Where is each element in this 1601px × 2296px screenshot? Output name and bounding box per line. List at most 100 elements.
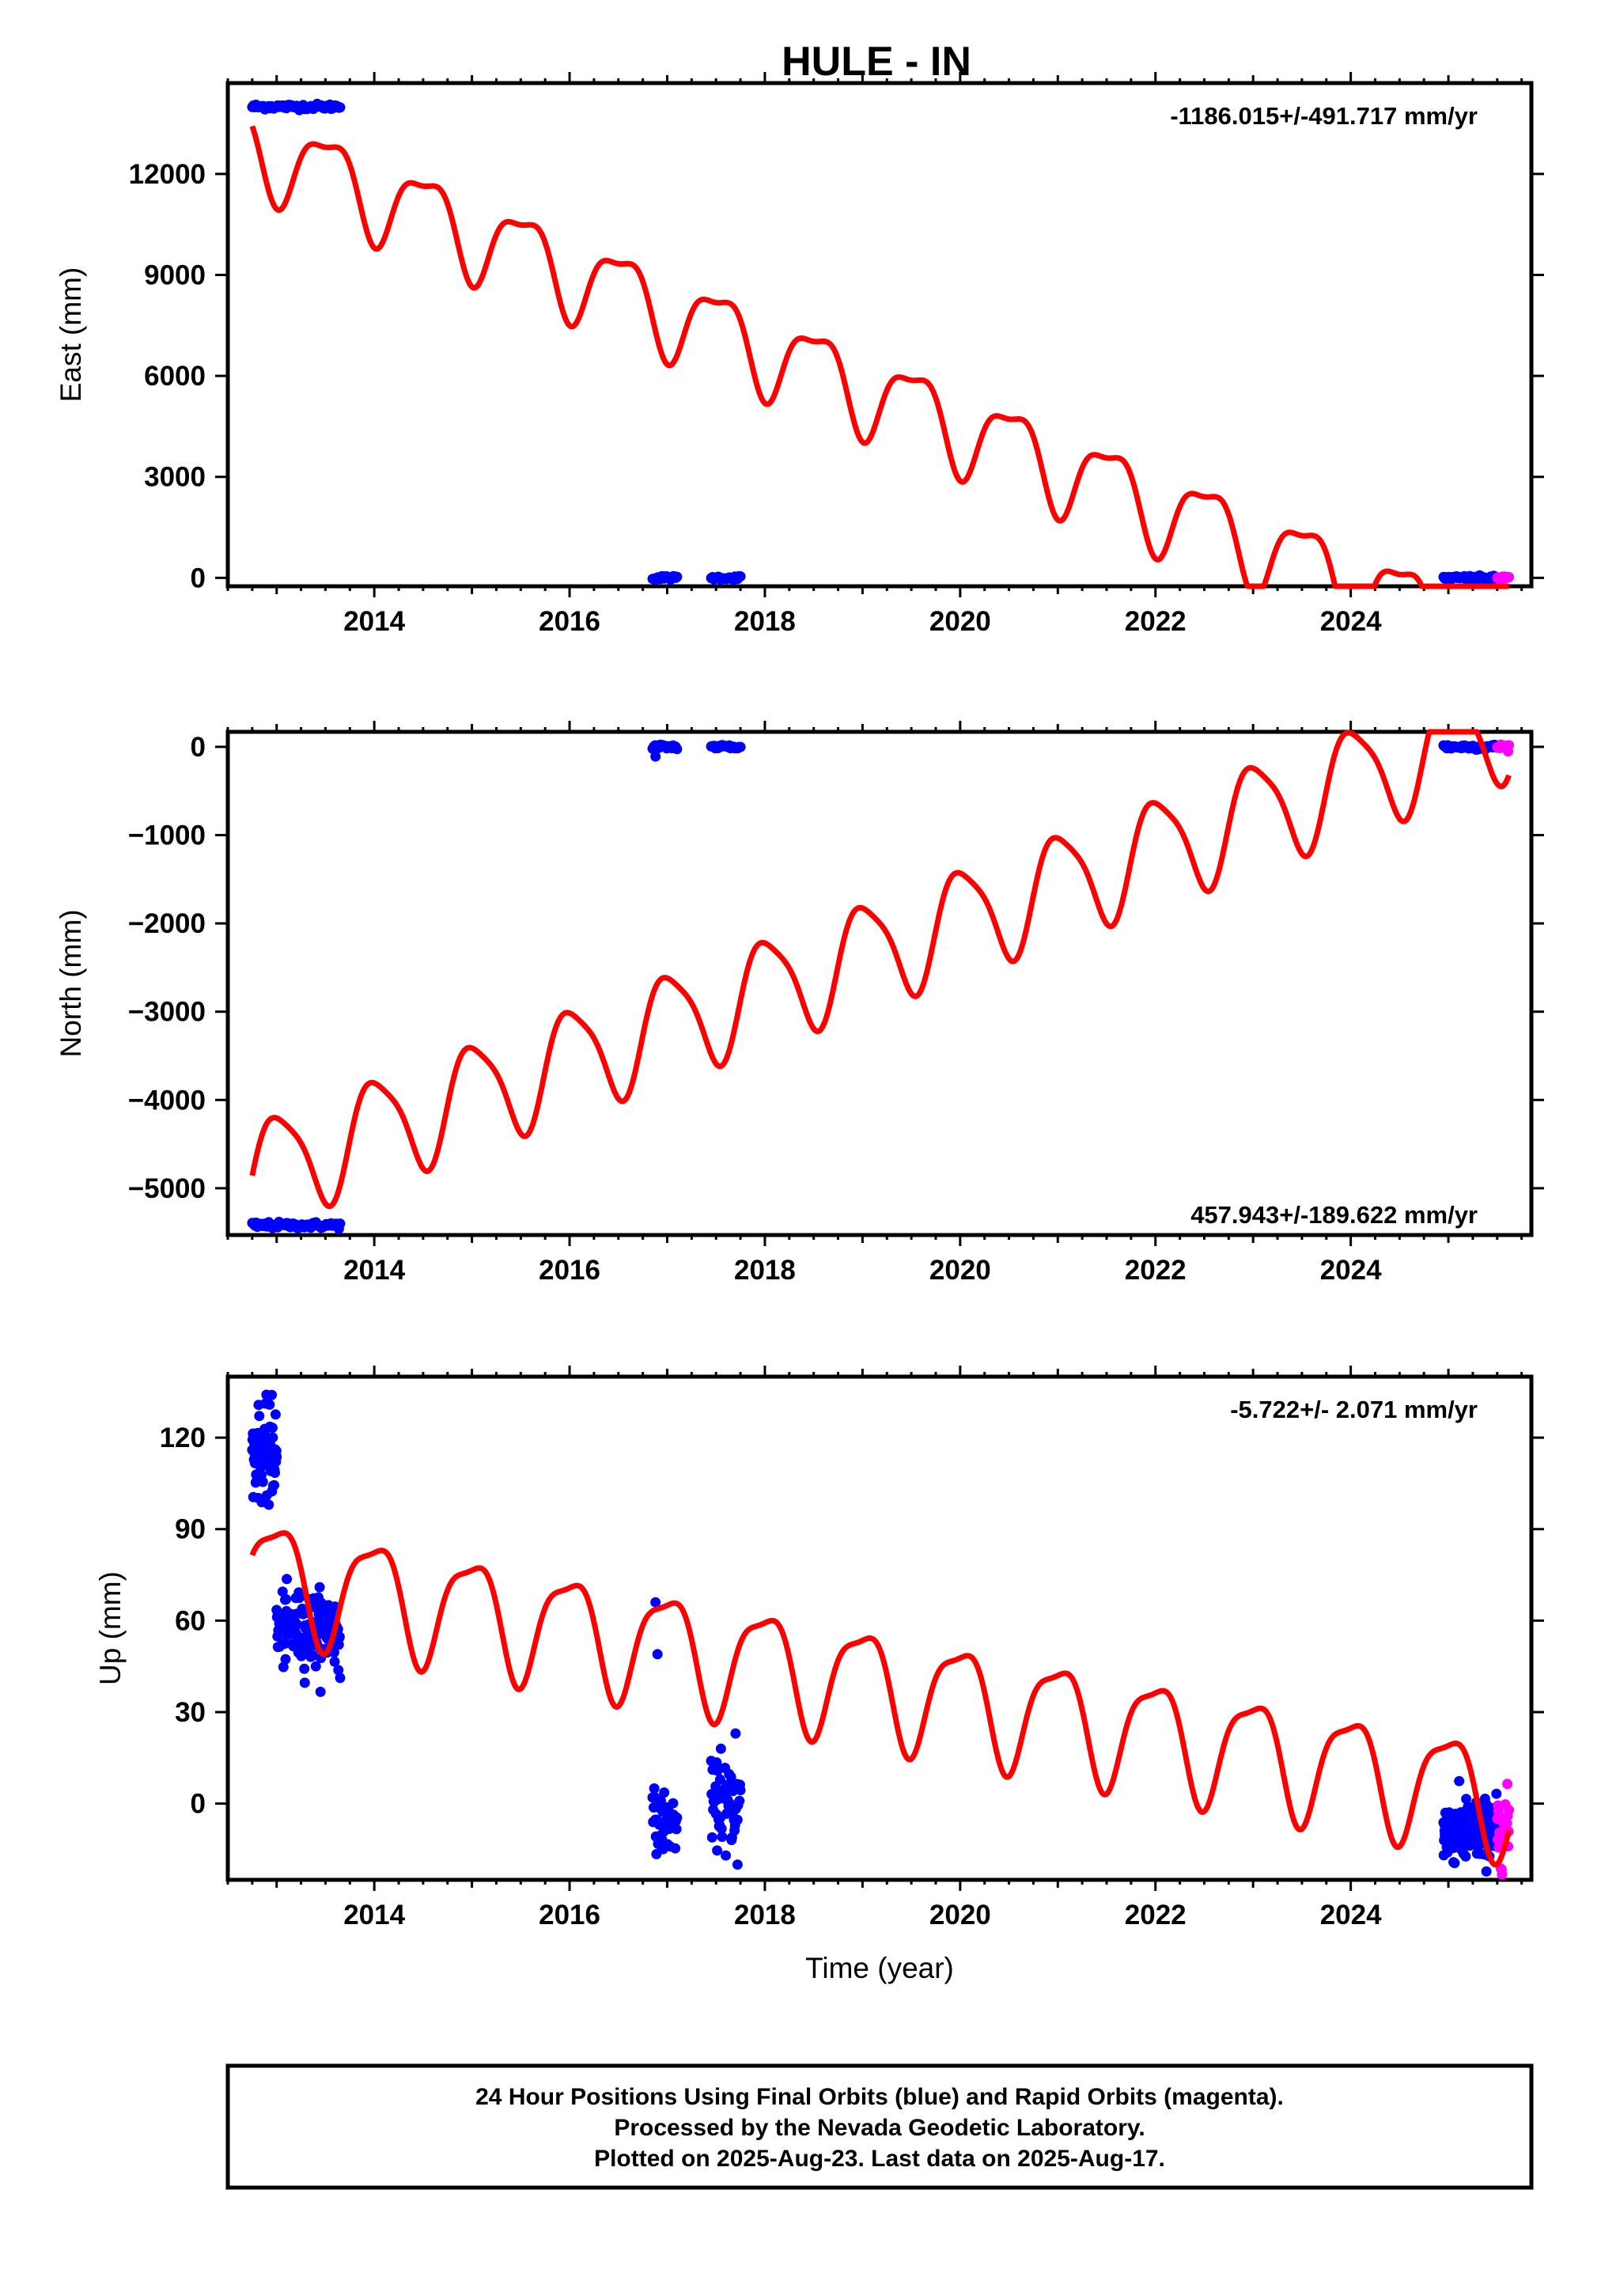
x-tick-label: 2014 [343,606,405,637]
x-tick-label: 2022 [1125,1900,1187,1930]
data-point [308,1650,318,1661]
data-point [263,1499,274,1510]
data-point [267,1389,278,1400]
y-tick-label: 12000 [129,159,206,190]
x-tick-label: 2018 [734,1255,796,1286]
trend-fit-line [249,729,1512,1210]
data-point [310,1661,321,1672]
y-tick-label: 120 [160,1423,206,1453]
x-axis-label: Time (year) [805,1952,954,1984]
data-point [672,1813,683,1823]
data-point [1504,740,1515,751]
x-axis: 2014 2016 2018 2020 2022 2024 [226,721,1523,1286]
x-axis: 2014 2016 2018 2020 2022 2024 [226,72,1523,637]
data-points [247,739,1515,1234]
data-point [269,1480,280,1491]
data-point [280,1654,291,1665]
data-point [1449,1858,1460,1869]
y-tick-label: 0 [191,563,206,593]
data-point [721,1850,732,1861]
data-point [1501,1818,1512,1828]
data-point [735,571,746,582]
panel-north: 2014 2016 2018 2020 2022 2024 0 −1000 −2000 −300… [55,721,1544,1286]
data-point [333,1665,344,1676]
x-axis: 2014 2016 2018 2020 2022 2024 [226,1366,1523,1930]
note-line-1: 24 Hour Positions Using Final Orbits (bl… [475,2084,1284,2110]
y-tick-label: 0 [191,1789,206,1820]
chart-title: HULE - IN [782,39,971,85]
data-point [335,102,346,113]
data-point [278,1661,289,1673]
data-point [277,1586,288,1597]
trend-fit-line [249,125,1511,589]
data-point [714,1774,725,1785]
data-point [730,1728,741,1739]
data-point [271,1451,282,1462]
y-tick-label: −1000 [128,820,206,851]
data-point [1491,1788,1502,1799]
x-tick-label: 2024 [1320,606,1382,637]
y-axis: 0 30 60 90 120 [160,1423,1544,1820]
data-point [267,1423,278,1434]
y-tick-label: −5000 [128,1173,206,1204]
data-point [706,1832,717,1843]
y-tick-label: 3000 [144,462,206,493]
data-point [672,744,683,755]
data-points [247,98,1515,585]
data-point [254,1411,265,1422]
data-point [672,571,683,582]
x-tick-label: 2016 [539,1255,600,1286]
x-tick-label: 2020 [929,1255,991,1286]
data-point [1504,571,1515,582]
plot-frame [225,81,1534,589]
trend-fit-line [249,1530,1512,1868]
y-tick-label: −4000 [128,1085,206,1116]
data-point [293,1593,305,1604]
y-tick-label: 0 [191,732,206,763]
data-point [734,1795,745,1806]
data-point [315,1686,326,1697]
data-point [1502,1779,1513,1790]
data-point [281,1593,292,1605]
data-point [1481,1866,1492,1877]
data-point [712,1845,723,1856]
y-axis-label: East (mm) [55,267,87,403]
data-point [649,1783,660,1794]
data-point [270,1468,280,1478]
footer-note: 24 Hour Positions Using Final Orbits (bl… [225,2063,1534,2190]
data-point [659,1787,670,1798]
y-tick-label: 9000 [144,260,206,290]
data-point [299,1677,310,1688]
note-box [225,2063,1534,2190]
y-tick-label: 60 [175,1605,206,1636]
data-point [670,1843,681,1854]
y-axis: 0 3000 6000 9000 12000 [129,159,1544,593]
y-tick-label: −2000 [128,908,206,939]
x-tick-label: 2014 [343,1900,405,1930]
data-point [264,1399,275,1410]
data-point [1497,1869,1508,1880]
data-point [732,1859,743,1870]
plot-frame [225,1374,1534,1882]
data-point [282,1574,293,1585]
data-point [257,1476,268,1487]
data-point [299,1663,310,1674]
y-tick-label: 6000 [144,361,206,392]
x-tick-label: 2020 [929,1900,991,1930]
data-point [671,1824,682,1835]
data-point [1504,1805,1515,1816]
data-point [717,1832,728,1843]
data-point [668,1798,679,1809]
data-point [715,1743,726,1754]
x-tick-label: 2018 [734,606,796,637]
x-tick-label: 2022 [1125,606,1187,637]
y-tick-label: −3000 [128,997,206,1028]
velocity-label: -5.722+/- 2.071 mm/yr [1230,1396,1478,1423]
x-tick-label: 2018 [734,1900,796,1930]
note-line-3: Plotted on 2025-Aug-23. Last data on 202… [594,2146,1165,2172]
data-point [650,1597,661,1608]
y-tick-label: 90 [175,1514,206,1545]
data-point [1454,1775,1465,1786]
data-point [335,1218,346,1229]
